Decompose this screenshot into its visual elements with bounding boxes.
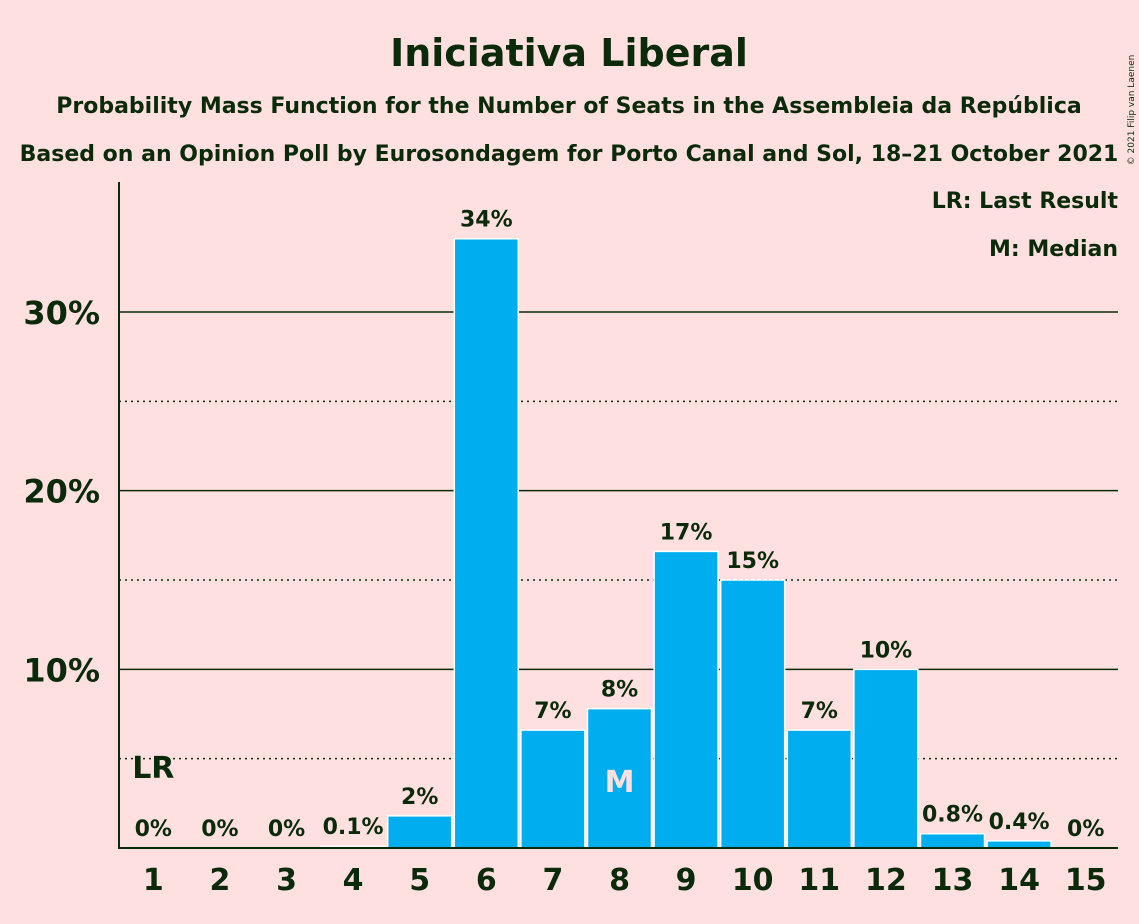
bar xyxy=(653,550,719,849)
x-tick-label: 15 xyxy=(1065,863,1107,898)
x-tick-label: 5 xyxy=(409,863,430,898)
y-axis-ticks: 10% 20% 30% xyxy=(23,294,100,689)
data-label: 15% xyxy=(726,549,779,574)
chart-subtitle-2: Based on an Opinion Poll by Eurosondagem… xyxy=(20,142,1119,167)
data-label: 17% xyxy=(660,520,713,545)
bar xyxy=(853,668,919,849)
markers: M LR xyxy=(132,751,634,800)
bar xyxy=(986,840,1052,849)
bar xyxy=(453,237,520,849)
data-label: 8% xyxy=(601,678,638,703)
chart-subtitle-1: Probability Mass Function for the Number… xyxy=(56,94,1081,119)
x-tick-label: 2 xyxy=(209,863,230,898)
x-tick-label: 7 xyxy=(542,863,563,898)
x-tick-label: 8 xyxy=(609,863,630,898)
copyright-text: © 2021 Filip van Laenen xyxy=(1127,55,1137,166)
bar xyxy=(919,832,986,849)
x-tick-label: 4 xyxy=(343,863,364,898)
data-label: 10% xyxy=(860,638,913,663)
data-label: 0% xyxy=(135,817,172,842)
x-tick-label: 9 xyxy=(676,863,697,898)
x-tick-label: 6 xyxy=(476,863,497,898)
x-tick-label: 10 xyxy=(732,863,774,898)
chart-title: Iniciativa Liberal xyxy=(390,31,748,75)
x-tick-label: 1 xyxy=(143,863,164,898)
y-tick-label: 10% xyxy=(23,651,100,689)
x-tick-label: 13 xyxy=(932,863,974,898)
bar xyxy=(520,729,586,849)
last-result-marker: LR xyxy=(132,751,174,786)
data-label: 34% xyxy=(460,208,513,233)
bar xyxy=(386,815,453,849)
x-tick-label: 12 xyxy=(865,863,907,898)
data-label: 2% xyxy=(401,785,438,810)
data-label: 0% xyxy=(268,817,305,842)
bar xyxy=(786,729,853,849)
legend-median: M: Median xyxy=(989,237,1118,262)
data-labels: 0% 0% 0% 0.1% 2% 34% 7% 8% 17% 15% 7% 10% 0.8% 0.4% 0% xyxy=(135,208,1105,842)
x-tick-label: 3 xyxy=(276,863,297,898)
median-marker: M xyxy=(605,765,635,800)
axes xyxy=(118,182,1118,849)
x-tick-label: 14 xyxy=(998,863,1040,898)
legend-last-result: LR: Last Result xyxy=(932,189,1119,214)
y-tick-label: 30% xyxy=(23,294,100,332)
x-axis-ticks: 1 2 3 4 5 6 7 8 9 10 11 12 13 14 15 xyxy=(143,863,1107,898)
data-label: 7% xyxy=(534,699,571,724)
data-label: 0.4% xyxy=(989,810,1050,835)
x-tick-label: 11 xyxy=(798,863,840,898)
data-label: 0.8% xyxy=(922,803,983,828)
y-tick-label: 20% xyxy=(23,473,100,511)
bar xyxy=(719,579,786,849)
data-label: 0% xyxy=(201,817,238,842)
data-label: 0% xyxy=(1067,817,1104,842)
data-label: 7% xyxy=(801,699,838,724)
data-label: 0.1% xyxy=(323,815,384,840)
